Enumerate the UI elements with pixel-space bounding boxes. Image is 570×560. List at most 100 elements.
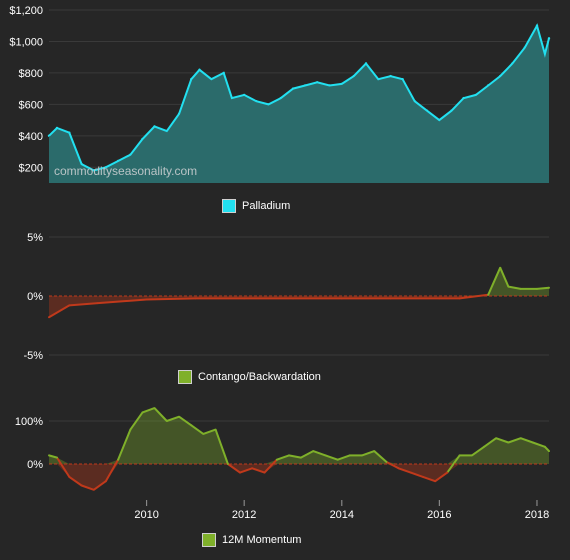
momentum-segment (56, 457, 71, 478)
palladium-y-tick: $200 (19, 162, 43, 174)
momentum-point (226, 463, 229, 465)
legend-palladium[interactable]: Palladium (222, 199, 290, 213)
momentum-point (104, 480, 107, 483)
contango-segment (459, 293, 489, 300)
momentum-segment (312, 450, 326, 457)
contango-segment (69, 302, 98, 307)
momentum-point (117, 458, 120, 461)
contango-point (292, 297, 295, 300)
momentum-segment (178, 415, 192, 427)
momentum-point (178, 415, 181, 418)
momentum-point (336, 458, 339, 461)
x-tick-label: 2016 (427, 509, 451, 521)
momentum-segment (446, 454, 461, 474)
momentum-segment (361, 450, 375, 457)
momentum-point (56, 456, 58, 459)
contango-segment (146, 297, 196, 301)
momentum-point (422, 475, 424, 478)
momentum-point (165, 420, 168, 422)
momentum-point (507, 441, 510, 444)
momentum-segment (520, 437, 534, 444)
momentum-point (299, 456, 302, 459)
x-tick-label: 2014 (330, 509, 354, 521)
momentum-point (263, 471, 266, 474)
momentum-point (348, 454, 351, 457)
momentum-segment (48, 454, 58, 459)
momentum-segment (471, 445, 485, 457)
contango-segment (48, 304, 70, 319)
contango-point (519, 287, 522, 290)
contango-point (507, 285, 510, 288)
palladium-y-tick: $600 (19, 99, 43, 111)
momentum-point (239, 471, 241, 474)
momentum-point (80, 484, 83, 487)
momentum-point (68, 475, 71, 478)
contango-point (487, 293, 490, 296)
contango-point (96, 302, 99, 305)
contango-y-tick: 5% (27, 232, 43, 244)
momentum-point (543, 445, 546, 448)
momentum-point (470, 454, 473, 457)
momentum-point (519, 437, 522, 440)
contango-point (145, 298, 148, 301)
momentum-point (275, 458, 278, 461)
contango-segment (487, 267, 502, 296)
contango-positive-area (49, 267, 549, 296)
momentum-point (214, 428, 217, 431)
momentum-segment (153, 407, 168, 422)
contango-point (340, 297, 343, 300)
momentum-point (129, 428, 132, 431)
legend-momentum[interactable]: 12M Momentum (202, 533, 301, 547)
contango-point (194, 297, 197, 300)
x-tick-label: 2012 (232, 509, 256, 521)
contango-panel: 5% 0% -5% (23, 232, 550, 362)
momentum-segment (276, 454, 290, 461)
contango-negative-area (49, 296, 549, 318)
contango-y-tick: 0% (27, 291, 43, 303)
momentum-segment (373, 450, 388, 463)
momentum-point (434, 480, 437, 483)
momentum-segment (129, 411, 144, 431)
momentum-point (361, 454, 363, 457)
contango-point (438, 297, 441, 300)
x-tick-label: 2018 (525, 509, 549, 521)
momentum-segment (288, 454, 302, 459)
legend-swatch-contango (178, 370, 192, 384)
momentum-panel: 100% 0% 2010 2012 2014 2016 2018 (15, 407, 550, 521)
momentum-segment (251, 467, 265, 474)
contango-segment (97, 298, 147, 305)
momentum-segment (190, 424, 204, 435)
momentum-point (385, 460, 388, 463)
momentum-segment (532, 441, 546, 448)
momentum-point (548, 450, 550, 453)
momentum-point (446, 471, 449, 474)
momentum-segment (495, 437, 509, 444)
momentum-segment (385, 461, 399, 470)
palladium-panel: $200 $400 $600 $800 $1,000 $1,200 (9, 5, 551, 184)
contango-point (48, 316, 50, 319)
palladium-y-tick: $400 (19, 131, 43, 143)
momentum-point (531, 441, 534, 444)
momentum-segment (214, 429, 229, 465)
momentum-point (287, 454, 290, 457)
momentum-segment (337, 454, 351, 461)
momentum-segment (68, 476, 83, 487)
momentum-segment (422, 475, 436, 483)
momentum-segment (239, 467, 253, 474)
momentum-segment (434, 471, 448, 483)
contango-point (458, 297, 461, 300)
momentum-point (92, 488, 95, 491)
contango-point (243, 297, 246, 300)
momentum-segment (483, 437, 497, 448)
momentum-point (312, 450, 315, 453)
palladium-y-tick: $1,200 (9, 5, 43, 17)
palladium-y-tick: $800 (19, 68, 43, 80)
momentum-segment (227, 463, 241, 474)
contango-point (536, 287, 538, 290)
legend-contango[interactable]: Contango/Backwardation (178, 370, 321, 384)
momentum-point (495, 437, 498, 440)
momentum-segment (104, 459, 119, 482)
momentum-point (251, 467, 254, 470)
contango-point (68, 304, 71, 307)
